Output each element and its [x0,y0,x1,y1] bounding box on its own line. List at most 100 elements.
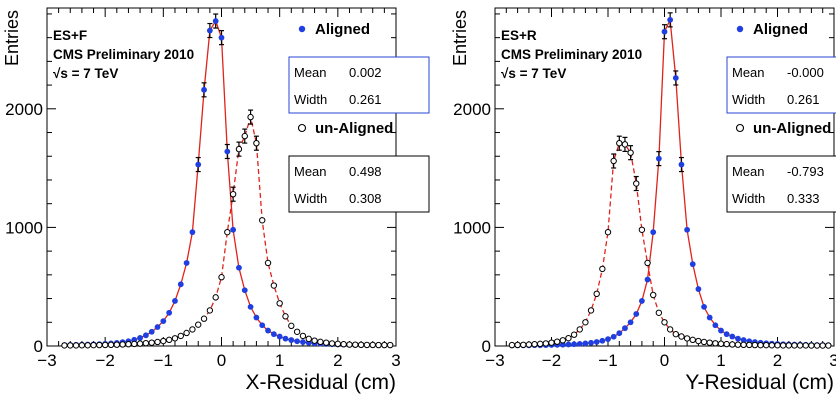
data-point-un-aligned [113,341,121,348]
data-point-un-aligned [340,341,347,348]
data-point-un-aligned [565,334,572,342]
data-point-un-aligned [734,341,742,348]
annotation-line: ES+F [53,28,87,43]
data-point-aligned [160,318,167,324]
y-tick-label: 2000 [5,100,43,119]
data-point-aligned [236,264,242,271]
data-point-un-aligned [650,291,657,299]
data-point-un-aligned [791,342,798,349]
data-point-un-aligned [247,113,254,121]
data-point-un-aligned [107,341,115,349]
data-point-aligned [166,309,173,316]
data-point-un-aligned [582,319,589,326]
data-point-aligned [230,226,237,233]
x-tick-label: 3 [829,351,836,370]
data-point-un-aligned [655,309,663,316]
stats-label: Width [294,92,327,107]
annotation-line: CMS Preliminary 2010 [501,47,642,62]
x-tick-label: −3 [485,351,504,370]
x-tick-label: 3 [391,351,400,370]
data-point-un-aligned [757,341,764,349]
stats-label: Mean [294,164,327,179]
data-point-un-aligned [154,338,161,346]
data-point-un-aligned [751,341,759,349]
data-point-un-aligned [183,329,190,337]
data-point-un-aligned [593,290,600,298]
data-point-aligned [718,327,724,334]
data-point-un-aligned [346,341,353,348]
data-point-un-aligned [148,339,155,346]
data-point-aligned [565,341,572,348]
data-point-un-aligned [276,300,283,307]
data-point-un-aligned [317,338,324,346]
data-point-un-aligned [200,315,208,322]
x-tick-label: −3 [37,351,56,370]
data-point-aligned [740,337,747,343]
data-point-un-aligned [729,341,736,348]
data-point-un-aligned [131,340,138,348]
data-point-un-aligned [717,340,725,347]
stats-label: Width [732,191,765,206]
data-point-un-aligned [661,319,668,326]
data-point-aligned [288,337,295,343]
data-point-aligned [588,339,594,346]
data-point-un-aligned [520,341,527,349]
data-point-un-aligned [125,341,132,348]
data-point-un-aligned [587,307,595,314]
data-point-aligned [218,34,225,41]
data-point-un-aligned [165,336,173,344]
data-point-un-aligned [774,342,781,349]
data-point-un-aligned [531,341,538,348]
data-point-aligned [241,287,248,294]
data-point-un-aligned [375,341,382,349]
data-point-aligned [650,229,657,236]
data-point-un-aligned [218,274,225,281]
data-point-un-aligned [644,259,651,267]
data-point-aligned [183,260,190,266]
data-point-un-aligned [537,340,544,348]
data-point-aligned [276,333,283,340]
legend-label-aligned: Aligned [315,21,370,38]
data-point-un-aligned [72,342,80,349]
data-point-aligned [644,276,651,283]
y-tick-label: 1000 [453,218,491,237]
x-tick-label: 0 [660,351,669,370]
data-point-aligned [177,281,184,288]
data-point-un-aligned [241,132,248,140]
data-point-aligned [259,322,266,329]
data-point-aligned [672,75,679,81]
y-tick-label: 0 [34,337,43,356]
data-point-aligned [599,337,606,344]
data-point-aligned [616,330,623,337]
x-tick-label: 1 [275,351,284,370]
data-point-aligned [701,303,707,310]
data-point-un-aligned [96,341,103,349]
data-point-un-aligned [695,337,702,345]
data-point-un-aligned [508,341,516,349]
data-point-un-aligned [633,180,640,187]
x-tick-label: 0 [217,351,226,370]
data-point-un-aligned [559,337,566,344]
data-point-un-aligned [282,313,289,320]
x-axis-title: X-Residual (cm) [245,371,396,394]
data-point-aligned [667,16,674,23]
legend-label-un-aligned: un-Aligned [315,120,393,137]
data-point-aligned [639,298,645,304]
data-point-un-aligned [763,341,770,349]
data-point-un-aligned [311,337,318,344]
data-point-un-aligned [796,342,804,349]
legend-marker-aligned [298,25,306,33]
stats-value: -0.000 [787,65,824,80]
data-point-aligned [735,335,741,342]
data-point-aligned [729,333,736,340]
y-axis-title: Entries [2,10,22,66]
data-point-un-aligned [813,342,821,349]
data-point-un-aligned [610,157,617,165]
y-tick-label: 0 [482,337,491,356]
data-point-un-aligned [84,342,91,349]
data-point-aligned [148,328,155,335]
data-point-un-aligned [627,149,634,156]
data-point-un-aligned [212,294,219,301]
data-point-aligned [172,298,178,304]
data-point-un-aligned [369,341,376,349]
